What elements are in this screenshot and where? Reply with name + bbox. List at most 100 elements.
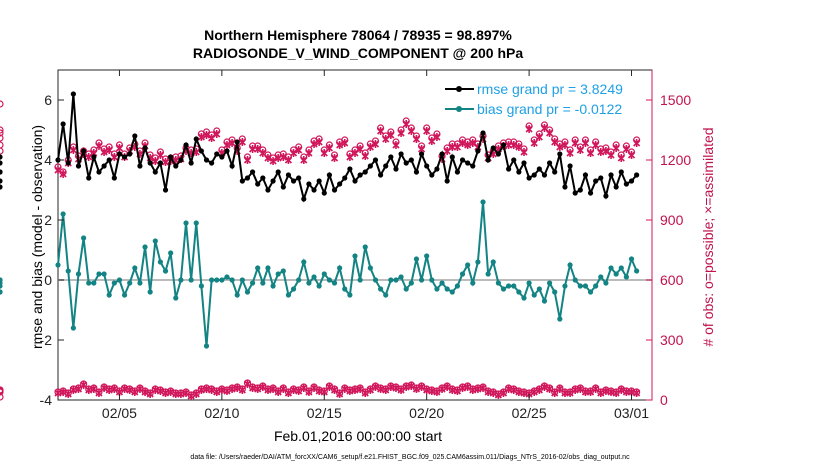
bias-point xyxy=(276,271,281,276)
rmse-point xyxy=(388,154,393,159)
bias-point xyxy=(470,280,475,285)
rmse-point xyxy=(573,190,578,195)
bias-point xyxy=(296,277,301,282)
chart-title-line1: Northern Hemisphere 78064 / 78935 = 98.8… xyxy=(204,27,512,43)
bias-point xyxy=(245,289,250,294)
bias-point xyxy=(419,277,424,282)
bias-point xyxy=(91,280,96,285)
rmse-point xyxy=(322,190,327,195)
rmse-point xyxy=(199,148,204,153)
y-right-tick-label: 900 xyxy=(660,212,684,228)
bias-point xyxy=(332,280,337,285)
rmse-point xyxy=(0,169,3,174)
bias-point xyxy=(532,292,537,297)
rmse-point xyxy=(378,172,383,177)
bias-point xyxy=(317,283,322,288)
rmse-point xyxy=(409,157,414,162)
rmse-point xyxy=(178,157,183,162)
bias-point xyxy=(0,289,3,294)
rmse-point xyxy=(81,148,86,153)
rmse-point xyxy=(358,172,363,177)
rmse-point xyxy=(76,163,81,168)
rmse-point xyxy=(219,154,224,159)
rmse-point xyxy=(189,160,194,165)
rmse-point xyxy=(578,187,583,192)
x-tick-label: 02/25 xyxy=(512,405,547,421)
rmse-point xyxy=(634,172,639,177)
bias-point xyxy=(373,277,378,282)
obs-possible-point xyxy=(0,142,3,148)
x-tick-label: 02/05 xyxy=(102,405,137,421)
rmse-point xyxy=(424,163,429,168)
rmse-point xyxy=(511,157,516,162)
rmse-point xyxy=(547,160,552,165)
x-axis-label: Feb.01,2016 00:00:00 start xyxy=(274,428,442,444)
rmse-point xyxy=(0,154,3,159)
rmse-point xyxy=(153,169,158,174)
bias-point xyxy=(66,268,71,273)
rmse-point xyxy=(91,154,96,159)
rmse-point xyxy=(137,163,142,168)
bias-point xyxy=(634,268,639,273)
rmse-point xyxy=(557,151,562,156)
bias-point xyxy=(132,265,137,270)
x-tick-label: 03/01 xyxy=(614,405,649,421)
bias-point xyxy=(393,277,398,282)
bias-point xyxy=(230,277,235,282)
rmse-point xyxy=(66,160,71,165)
rmse-point xyxy=(496,151,501,156)
rmse-point xyxy=(583,172,588,177)
rmse-point xyxy=(235,139,240,144)
x-tick-label: 02/15 xyxy=(307,405,342,421)
rmse-point xyxy=(624,181,629,186)
bias-point xyxy=(137,280,142,285)
rmse-point xyxy=(296,175,301,180)
bias-point xyxy=(614,271,619,276)
rmse-point xyxy=(368,163,373,168)
bias-point xyxy=(608,265,613,270)
y-right-tick-label: 0 xyxy=(660,392,668,408)
rmse-point xyxy=(414,169,419,174)
bias-point xyxy=(117,277,122,282)
rmse-point xyxy=(552,169,557,174)
rmse-point xyxy=(132,133,137,138)
rmse-point xyxy=(419,151,424,156)
bias-point xyxy=(127,280,132,285)
bias-point xyxy=(455,283,460,288)
rmse-point xyxy=(532,172,537,177)
bias-point xyxy=(224,274,229,279)
bias-point xyxy=(178,277,183,282)
bias-point xyxy=(629,256,634,261)
rmse-point xyxy=(260,175,265,180)
rmse-point xyxy=(439,151,444,156)
bias-point xyxy=(409,280,414,285)
rmse-point xyxy=(603,193,608,198)
bias-point xyxy=(506,283,511,288)
bias-point xyxy=(578,283,583,288)
rmse-point xyxy=(101,163,106,168)
rmse-point xyxy=(542,172,547,177)
legend-bias-marker xyxy=(456,106,462,112)
bias-point xyxy=(209,277,214,282)
bias-point xyxy=(527,280,532,285)
bias-point xyxy=(235,292,240,297)
bias-point xyxy=(598,274,603,279)
bias-point xyxy=(306,280,311,285)
bias-point xyxy=(301,259,306,264)
rmse-point xyxy=(608,172,613,177)
rmse-point xyxy=(61,121,66,126)
rmse-point xyxy=(0,160,3,165)
rmse-point xyxy=(486,157,491,162)
rmse-point xyxy=(286,172,291,177)
bias-point xyxy=(480,199,485,204)
rmse-point xyxy=(373,157,378,162)
y-axis-left-label: rmse and bias (model - observation) xyxy=(29,125,45,349)
bias-point xyxy=(445,286,450,291)
bias-point xyxy=(291,286,296,291)
rmse-point xyxy=(460,157,465,162)
rmse-point xyxy=(332,187,337,192)
bias-point xyxy=(542,298,547,303)
bias-point xyxy=(352,253,357,258)
bias-point xyxy=(327,277,332,282)
bias-point xyxy=(168,250,173,255)
